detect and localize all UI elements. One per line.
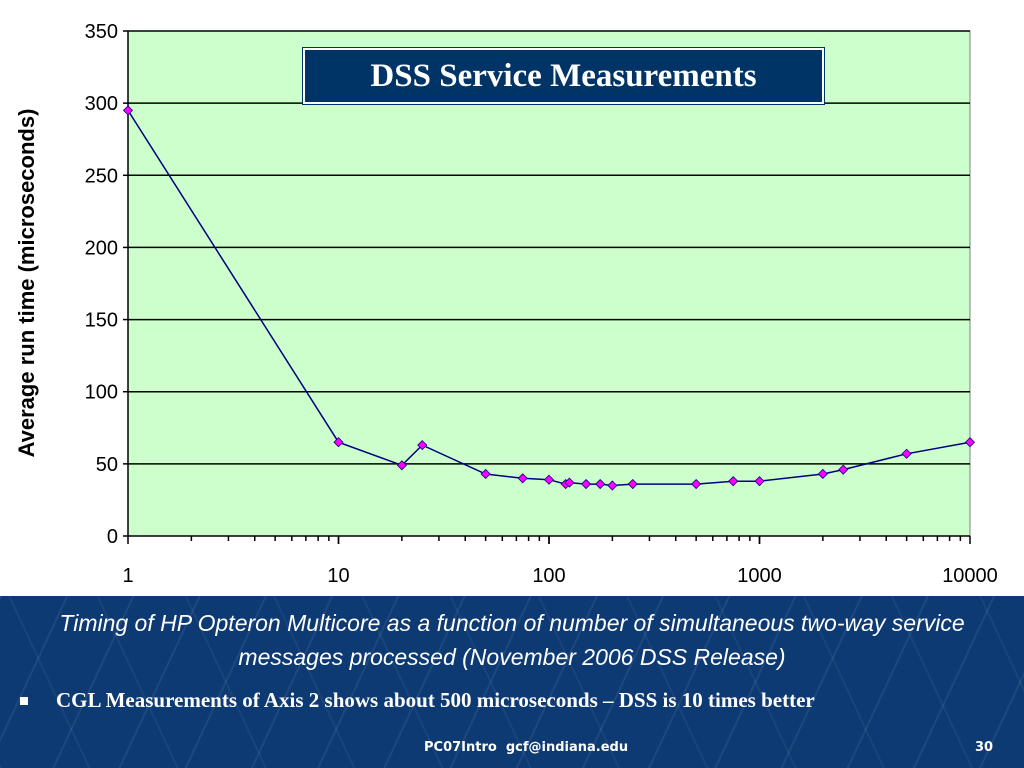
bullet-row: CGL Measurements of Axis 2 shows about 5… bbox=[20, 688, 815, 713]
data-point bbox=[543, 474, 555, 485]
bullet-marker bbox=[20, 696, 28, 705]
x-tick-label: 100 bbox=[532, 565, 565, 587]
data-point bbox=[607, 480, 618, 491]
data-point bbox=[581, 478, 592, 490]
x-tick-label: 1000 bbox=[737, 565, 782, 587]
data-point bbox=[728, 476, 739, 487]
data-points bbox=[122, 105, 976, 491]
y-tick-label: 150 bbox=[85, 310, 118, 332]
data-point bbox=[754, 476, 765, 487]
y-tick-label: 50 bbox=[96, 454, 118, 476]
series-line bbox=[127, 109, 971, 487]
chart-area: 0 50 100 150 200 250 300 350 1 10 100 1000 10000 Av… bbox=[14, 21, 998, 587]
x-tick-label: 10 bbox=[327, 565, 349, 587]
x-tick-labels: 1 10 100 1000 10000 bbox=[122, 565, 997, 587]
y-tick-label: 200 bbox=[85, 237, 118, 259]
plot-background bbox=[127, 30, 971, 537]
data-point bbox=[838, 464, 849, 475]
y-axis-label: Average run time (microseconds) bbox=[14, 109, 39, 458]
bullet-text: CGL Measurements of Axis 2 shows about 5… bbox=[56, 688, 815, 712]
y-tick-label: 300 bbox=[85, 93, 118, 115]
data-point bbox=[333, 437, 344, 448]
footer-text: PC07Intro gcf@indiana.edu bbox=[424, 740, 629, 755]
y-tick-labels: 0 50 100 150 200 250 300 350 bbox=[85, 21, 118, 548]
page-number: 30 bbox=[975, 740, 994, 755]
data-point bbox=[396, 460, 407, 471]
y-tick-label: 100 bbox=[85, 382, 118, 404]
x-tick-label: 10000 bbox=[942, 565, 998, 587]
y-tick-label: 0 bbox=[107, 526, 118, 548]
data-point bbox=[901, 448, 912, 459]
data-point bbox=[480, 468, 491, 480]
data-point bbox=[691, 478, 702, 490]
data-point bbox=[417, 440, 428, 451]
data-point bbox=[564, 477, 575, 488]
y-tick-label: 350 bbox=[85, 21, 118, 43]
chart-svg: 0 50 100 150 200 250 300 350 1 10 100 1000 10000 Av… bbox=[14, 21, 998, 587]
data-point bbox=[817, 468, 828, 480]
y-tick-label: 250 bbox=[85, 165, 118, 187]
data-point bbox=[964, 437, 976, 448]
data-point bbox=[122, 105, 134, 116]
chart-title: DSS Service Measurements bbox=[370, 57, 757, 94]
x-tick-label: 1 bbox=[122, 565, 133, 587]
data-point bbox=[517, 473, 528, 484]
caption: Timing of HP Opteron Multicore as a func… bbox=[59, 610, 965, 670]
chart-title-box: DSS Service Measurements bbox=[303, 48, 824, 104]
data-point bbox=[595, 478, 606, 490]
data-point bbox=[627, 478, 638, 490]
slide-footer: Timing of HP Opteron Multicore as a func… bbox=[0, 596, 1024, 768]
